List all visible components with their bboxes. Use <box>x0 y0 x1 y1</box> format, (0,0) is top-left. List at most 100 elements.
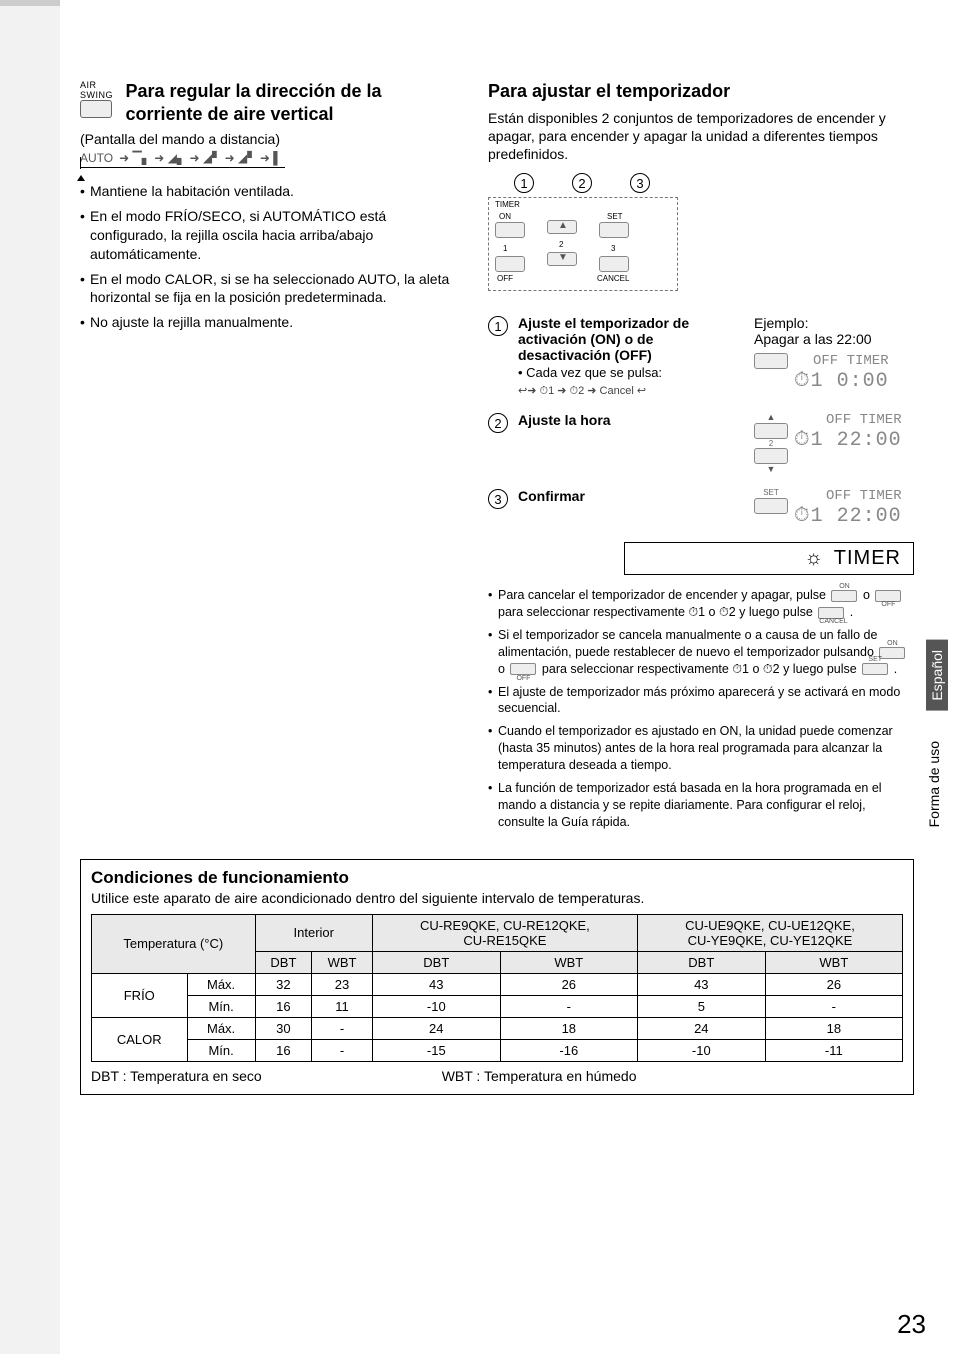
val-cell: - <box>312 1039 373 1061</box>
cond-heading: Condiciones de funcionamiento <box>91 868 903 888</box>
note-text: Para cancelar el temporizador de encende… <box>498 588 829 602</box>
diagram-num-3: 3 <box>630 173 650 193</box>
set-mini: SET <box>754 488 788 514</box>
step-1-sub-text: Cada vez que se pulsa: <box>526 365 662 380</box>
mm-cell: Mín. <box>187 1039 255 1061</box>
step-1-right: Ejemplo: Apagar a las 22:00 OFF TIMER ⏱1… <box>754 315 914 393</box>
mode-cell: CALOR <box>92 1017 188 1061</box>
side-tab-language: Español <box>926 640 948 711</box>
left-bullet: En el modo FRÍO/SECO, si AUTOMÁTICO está… <box>80 207 460 264</box>
step-1-lcd: OFF TIMER ⏱1 0:00 <box>794 353 889 393</box>
lcd-line: ⏱1 0:00 <box>794 369 889 393</box>
val-cell: 26 <box>500 973 637 995</box>
inline-label: OFF <box>511 674 535 683</box>
timer-notes: Para cancelar el temporizador de encende… <box>488 587 914 830</box>
val-cell: 11 <box>312 995 373 1017</box>
step-1-sub: • Cada vez que se pulsa: <box>518 365 744 380</box>
step-3-right: SET OFF TIMER ⏱1 22:00 <box>754 488 914 528</box>
note-text: Si el temporizador se cancela manualment… <box>498 628 877 659</box>
air-swing-header: AIR SWING Para regular la dirección de l… <box>80 80 460 125</box>
val-cell: -15 <box>372 1039 500 1061</box>
group-header: CU-UE9QKE, CU-UE12QKE, CU-YE9QKE, CU-YE1… <box>637 914 902 951</box>
step-1: 1 Ajuste el temporizador de activación (… <box>488 315 914 398</box>
timer-note: Si el temporizador se cancela manualment… <box>488 627 914 678</box>
left-title: Para regular la dirección de la corrient… <box>125 80 460 125</box>
air-swing-button-icon <box>80 100 112 118</box>
val-cell: 32 <box>255 973 312 995</box>
off-inline-button[interactable]: OFF <box>510 663 536 675</box>
cond-legend: DBT : Temperatura en seco WBT : Temperat… <box>91 1068 903 1084</box>
step-num: 2 <box>488 413 508 433</box>
panel-up-button[interactable]: ▲ <box>547 220 577 234</box>
swing-icons: ➜ ▔▖ ➜ ◢▖ ➜ ◢▘ ➜ ◢▘ ➜ ▌ <box>119 151 282 165</box>
sub-header: DBT <box>255 951 312 973</box>
mode-cell: FRÍO <box>92 973 188 1017</box>
sub-header: DBT <box>637 951 765 973</box>
operating-conditions-box: Condiciones de funcionamiento Utilice es… <box>80 859 914 1095</box>
two-column-layout: AIR SWING Para regular la dirección de l… <box>80 80 914 837</box>
up-down-mini: ▲ 2 ▼ <box>754 412 788 474</box>
note-text: para seleccionar respectivamente ⏱1 o ⏱2… <box>498 605 816 619</box>
on-inline-button[interactable]: ON <box>831 590 857 602</box>
val-cell: -11 <box>765 1039 902 1061</box>
val-cell: 23 <box>312 973 373 995</box>
note-text: o <box>863 588 873 602</box>
sun-icon: ☼ <box>804 547 823 570</box>
air-swing-label: AIR SWING <box>80 80 117 100</box>
val-cell: 30 <box>255 1017 312 1039</box>
panel-n3: 3 <box>611 244 615 253</box>
step-1-example: Ejemplo: Apagar a las 22:00 <box>754 315 914 347</box>
step-2-lcd: OFF TIMER ⏱1 22:00 <box>794 412 902 452</box>
diagram-num-2: 2 <box>572 173 592 193</box>
page: AIR SWING Para regular la dirección de l… <box>60 0 954 1354</box>
val-cell: -16 <box>500 1039 637 1061</box>
off-inline-button[interactable]: OFF <box>875 590 901 602</box>
panel-down-button[interactable]: ▼ <box>547 252 577 266</box>
panel-cancel-button[interactable] <box>599 256 629 272</box>
top-accent-bar <box>0 0 60 6</box>
val-cell: 43 <box>637 973 765 995</box>
sub-header: WBT <box>312 951 373 973</box>
conditions-table: Temperatura (°C) Interior CU-RE9QKE, CU-… <box>91 914 903 1062</box>
side-tab-section: Forma de uso <box>926 741 948 827</box>
val-cell: 24 <box>372 1017 500 1039</box>
inline-label: ON <box>880 639 904 648</box>
note-text: . <box>850 605 853 619</box>
panel-off-label: OFF <box>497 274 513 283</box>
cond-sub: Utilice este aparato de aire acondiciona… <box>91 890 903 906</box>
timer-note: La función de temporizador está basada e… <box>488 780 914 831</box>
table-row: CALOR Máx. 30 - 24 18 24 18 <box>92 1017 903 1039</box>
left-column: AIR SWING Para regular la dirección de l… <box>80 80 460 837</box>
swing-loop-arrow <box>80 167 285 168</box>
panel-set-button[interactable] <box>599 222 629 238</box>
legend-wbt: WBT : Temperatura en húmedo <box>442 1068 637 1084</box>
step-num: 1 <box>488 316 508 336</box>
right-column: Para ajustar el temporizador Están dispo… <box>488 80 914 837</box>
panel-off-button[interactable] <box>495 256 525 272</box>
step-1-cycle: ↩➜ ⏱1 ➜ ⏱2 ➜ Cancel ↩ <box>518 384 744 398</box>
set-inline-button[interactable]: SET <box>862 663 888 675</box>
left-bullets: Mantiene la habitación ventilada. En el … <box>80 182 460 332</box>
lcd-line: OFF TIMER <box>794 353 889 369</box>
group-header: Interior <box>255 914 372 951</box>
timer-intro: Están disponibles 2 conjuntos de tempori… <box>488 109 914 164</box>
off-mini-button[interactable] <box>754 353 788 369</box>
panel-on-button[interactable] <box>495 222 525 238</box>
temp-header: Temperatura (°C) <box>92 914 256 973</box>
sub-header: WBT <box>765 951 902 973</box>
up-mini-button[interactable] <box>754 423 788 439</box>
cancel-inline-button[interactable]: CANCEL <box>818 607 844 619</box>
diagram-num-1: 1 <box>514 173 534 193</box>
remote-panel: TIMER ON 1 OFF ▲ 2 ▼ SET 3 <box>488 197 678 291</box>
step-1-title: Ajuste el temporizador de activación (ON… <box>518 315 744 363</box>
note-text: para seleccionar respectivamente ⏱1 o ⏱2… <box>542 662 860 676</box>
set-mini-button[interactable] <box>754 498 788 514</box>
val-cell: 5 <box>637 995 765 1017</box>
table-row: FRÍO Máx. 32 23 43 26 43 26 <box>92 973 903 995</box>
sub-header: DBT <box>372 951 500 973</box>
down-mini-button[interactable] <box>754 448 788 464</box>
val-cell: 18 <box>500 1017 637 1039</box>
side-tabs: Español Forma de uso <box>926 640 948 827</box>
left-bullet: No ajuste la rejilla manualmente. <box>80 313 460 332</box>
val-cell: 43 <box>372 973 500 995</box>
